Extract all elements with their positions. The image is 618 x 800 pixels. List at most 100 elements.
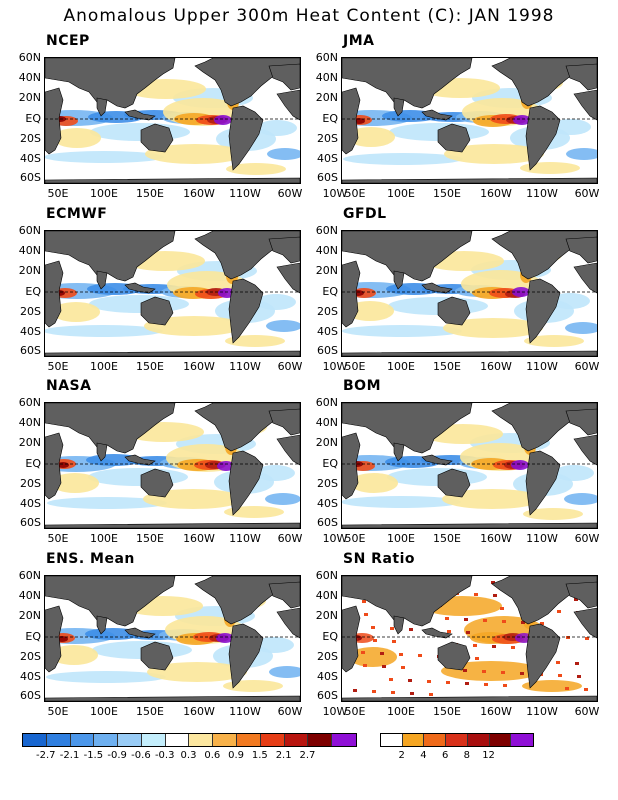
africa-land	[45, 87, 64, 155]
lon-tick-label: 110W	[229, 532, 261, 545]
anomaly-region	[256, 294, 296, 310]
sn-ratio-cell	[511, 646, 515, 649]
anomaly-region	[565, 322, 597, 334]
lat-tick-label: 20S	[20, 132, 41, 145]
se-asia-islands-land	[421, 454, 453, 466]
lat-tick-label: EQ	[25, 630, 41, 643]
africa-land	[342, 605, 361, 673]
lon-tick-label: 150E	[136, 187, 164, 200]
sn-ratio-cell	[447, 630, 451, 633]
anomaly-colorbar-label: -0.9	[107, 750, 127, 761]
lat-tick-label: 20S	[317, 650, 338, 663]
sn-ratio-cell	[500, 607, 504, 610]
map-panel-jma	[341, 57, 598, 184]
anomaly-region	[564, 493, 597, 505]
antarctica-land	[342, 350, 597, 356]
lat-tick-label: 40N	[18, 416, 41, 429]
se-asia-islands-land	[124, 627, 156, 639]
europe-land	[268, 408, 300, 436]
australia-land	[437, 641, 471, 671]
sn-ratio-cell	[373, 639, 377, 642]
lat-tick-label: 40S	[317, 497, 338, 510]
lat-tick-label: EQ	[322, 457, 338, 470]
sn-ratio-cell	[584, 688, 588, 691]
sn-ratio-cell	[353, 689, 357, 692]
lon-tick-label: 50E	[344, 705, 366, 718]
west-africa-land	[276, 89, 300, 121]
sn-colorbar-label: 8	[463, 750, 471, 761]
lat-tick-label: 20N	[18, 91, 41, 104]
lat-tick-label: 60N	[315, 51, 338, 64]
sn-colorbar-swatch	[424, 734, 447, 746]
anomaly-colorbar-label: 1.5	[251, 750, 268, 761]
lon-tick-label: 160W	[183, 187, 215, 200]
anomaly-colorbar-swatch	[189, 734, 214, 746]
se-asia-islands-land	[124, 454, 156, 466]
lon-tick-label: 110W	[229, 360, 261, 373]
lat-tick-label: 40N	[18, 244, 41, 257]
south-america-land	[525, 623, 561, 689]
sn-ratio-cell	[484, 683, 488, 686]
anomaly-colorbar-swatch	[284, 734, 309, 746]
europe-land	[268, 63, 300, 91]
india-land	[393, 615, 405, 635]
lon-tick-label: 160W	[480, 187, 512, 200]
map-panel-ens-mean	[44, 575, 301, 702]
anomaly-colorbar-swatch	[165, 734, 190, 746]
sn-ratio-cell	[566, 636, 570, 639]
lat-tick-label: 20S	[20, 305, 41, 318]
lat-tick-label: 60N	[18, 51, 41, 64]
anomaly-colorbar-swatch	[308, 734, 333, 746]
anomaly-region	[551, 119, 591, 135]
anomaly-region	[442, 489, 542, 509]
asia-land	[342, 58, 473, 109]
lon-tick-label: 60W	[574, 532, 600, 545]
anomaly-region	[269, 666, 300, 678]
lat-tick-label: 20S	[20, 650, 41, 663]
anomaly-colorbar-label: -2.1	[59, 750, 80, 761]
lat-tick-label: 20N	[315, 264, 338, 277]
anomaly-region	[52, 302, 100, 322]
india-land	[393, 442, 405, 462]
map-panel-bom	[341, 402, 598, 529]
africa-land	[342, 87, 361, 155]
india-land	[393, 270, 405, 290]
anomaly-colorbar-label: -1.5	[83, 750, 104, 761]
africa-land	[342, 432, 361, 500]
sn-ratio-cell	[557, 610, 561, 613]
anomaly-region	[145, 144, 245, 164]
anomaly-region	[443, 318, 543, 338]
sn-colorbar-swatch	[402, 734, 425, 746]
australia-land	[140, 296, 174, 326]
lat-tick-label: 60S	[317, 171, 338, 184]
antarctica-land	[45, 522, 300, 528]
lon-tick-label: 10W	[322, 360, 348, 373]
sn-ratio-cell	[363, 664, 367, 667]
sn-ratio-cell	[371, 626, 375, 629]
west-africa-land	[573, 89, 597, 121]
lon-tick-label: 60W	[277, 187, 303, 200]
australia-land	[437, 123, 471, 153]
lon-tick-label: 100E	[387, 360, 415, 373]
lat-tick-label: 40N	[18, 589, 41, 602]
africa-land	[342, 260, 361, 328]
south-america-land	[228, 623, 264, 689]
lon-tick-label: 60W	[277, 360, 303, 373]
sn-colorbar-swatch	[467, 734, 490, 746]
anomaly-region	[550, 293, 590, 309]
anomaly-region	[257, 120, 297, 136]
lon-tick-label: 10W	[322, 705, 348, 718]
anomaly-region	[342, 325, 462, 337]
sn-ratio-cell	[362, 600, 366, 603]
anomaly-colorbar-label: 2.1	[275, 750, 292, 761]
panel-title-jma: JMA	[343, 33, 375, 49]
lat-tick-label: 60N	[18, 224, 41, 237]
sn-ratio-cell	[501, 671, 505, 674]
india-land	[96, 97, 108, 117]
anomaly-colorbar-label: 2.7	[299, 750, 316, 761]
lat-tick-label: 40S	[317, 670, 338, 683]
lat-tick-label: 20N	[315, 609, 338, 622]
lat-tick-label: 60N	[315, 224, 338, 237]
lon-tick-label: 50E	[47, 705, 69, 718]
lon-tick-label: 150E	[433, 532, 461, 545]
